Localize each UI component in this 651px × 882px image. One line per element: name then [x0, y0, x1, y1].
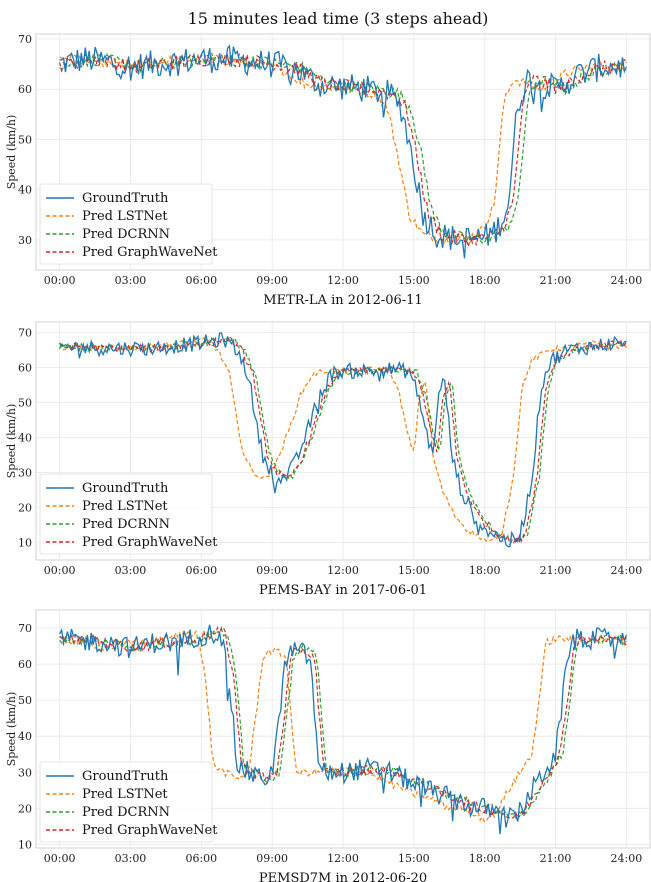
legend-label: Pred GraphWaveNet	[82, 245, 218, 260]
y-tick-label: 50	[18, 133, 32, 146]
series-line-groundtruth	[59, 624, 628, 835]
x-tick-label: 24:00	[611, 852, 643, 865]
legend-label: Pred GraphWaveNet	[82, 823, 218, 838]
x-tick-label: 06:00	[185, 564, 217, 577]
x-tick-label: 09:00	[256, 274, 288, 287]
x-tick-label: 15:00	[398, 564, 430, 577]
legend-label: GroundTruth	[82, 481, 169, 496]
x-tick-label: 00:00	[44, 564, 76, 577]
x-tick-label: 12:00	[327, 852, 359, 865]
legend	[39, 473, 213, 555]
series-line-groundtruth	[59, 332, 627, 548]
panel-2: 10 20 30 40 50 60 70 00:00 03:00 06:00 09:00 12:00 1…	[5, 321, 651, 598]
x-tick-label: 18:00	[469, 564, 501, 577]
legend-label: Pred DCRNN	[82, 805, 170, 820]
x-tick-label: 06:00	[185, 852, 217, 865]
legend	[39, 761, 213, 843]
y-tick-label: 10	[18, 537, 32, 550]
y-tick-label: 20	[18, 502, 32, 515]
y-tick-label: 70	[18, 622, 32, 635]
y-tick-label: 70	[18, 33, 32, 46]
y-tick-label: 10	[18, 838, 32, 851]
legend-label: Pred GraphWaveNet	[82, 535, 218, 550]
x-tick-label: 15:00	[398, 274, 430, 287]
x-tick-label: 06:00	[185, 274, 217, 287]
panel-title: PEMSD7M in 2012-06-20	[259, 871, 427, 882]
series-line-pred-lstnet	[59, 336, 627, 542]
y-axis-label: Speed (km/h)	[5, 404, 18, 479]
x-tick-label: 03:00	[115, 274, 147, 287]
x-tick-label: 21:00	[540, 852, 572, 865]
x-tick-label: 21:00	[540, 274, 572, 287]
x-tick-label: 12:00	[327, 274, 359, 287]
y-tick-label: 40	[18, 432, 32, 445]
x-tick-label: 18:00	[469, 852, 501, 865]
x-tick-label: 24:00	[611, 274, 643, 287]
legend	[39, 183, 213, 265]
x-tick-label: 21:00	[540, 564, 572, 577]
y-tick-label: 70	[18, 327, 32, 340]
legend-label: GroundTruth	[82, 769, 169, 784]
y-tick-label: 50	[18, 694, 32, 707]
legend-label: Pred DCRNN	[82, 227, 170, 242]
y-axis-label: Speed (km/h)	[5, 115, 18, 190]
y-tick-label: 40	[18, 184, 32, 197]
x-tick-label: 09:00	[256, 564, 288, 577]
x-tick-label: 03:00	[115, 564, 147, 577]
y-tick-label: 40	[18, 730, 32, 743]
legend-label: GroundTruth	[82, 191, 169, 206]
y-tick-label: 50	[18, 397, 32, 410]
figure-title: 15 minutes lead time (3 steps ahead)	[188, 9, 489, 28]
x-tick-label: 24:00	[611, 564, 643, 577]
legend-label: Pred LSTNet	[82, 209, 168, 224]
x-tick-label: 18:00	[469, 274, 501, 287]
legend-label: Pred LSTNet	[82, 499, 168, 514]
y-tick-label: 30	[18, 467, 32, 480]
x-tick-label: 09:00	[256, 852, 288, 865]
x-tick-label: 00:00	[44, 852, 76, 865]
x-tick-label: 15:00	[398, 852, 430, 865]
panel-3: 10 20 30 40 50 60 70 00:00 03:00 06:00 09:00 12:00 1…	[5, 609, 651, 882]
y-tick-label: 60	[18, 83, 32, 96]
x-tick-label: 12:00	[327, 564, 359, 577]
x-tick-label: 03:00	[115, 852, 147, 865]
legend-label: Pred DCRNN	[82, 517, 170, 532]
panel-title: METR-LA in 2012-06-11	[263, 293, 422, 308]
panels: 30 40 50 60 70 00:00 03:00 06:00 09:00 12:00 15:00…	[5, 33, 651, 882]
y-tick-label: 20	[18, 802, 32, 815]
series-line-groundtruth	[59, 44, 627, 259]
y-tick-label: 30	[18, 234, 32, 247]
panel-title: PEMS-BAY in 2017-06-01	[259, 583, 427, 598]
y-tick-label: 60	[18, 658, 32, 671]
panel-1: 30 40 50 60 70 00:00 03:00 06:00 09:00 12:00 15:00…	[5, 33, 651, 308]
legend-label: Pred LSTNet	[82, 787, 168, 802]
x-tick-label: 00:00	[44, 274, 76, 287]
y-axis-label: Speed (km/h)	[5, 692, 18, 767]
y-tick-label: 60	[18, 362, 32, 375]
y-tick-label: 30	[18, 766, 32, 779]
